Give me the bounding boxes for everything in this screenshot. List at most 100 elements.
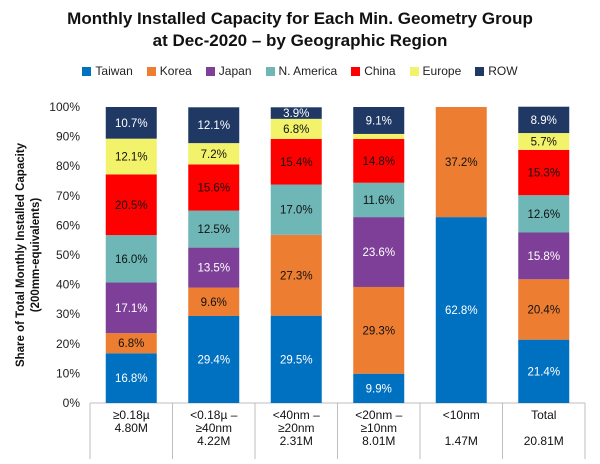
legend-label: Japan [218,64,252,78]
bar-segment-taiwan [518,339,570,403]
legend-swatch [265,66,275,76]
bar-segment-row [518,106,570,134]
bar-segment-china [105,174,157,236]
data-label: 15.4% [280,157,313,169]
legend-item-japan: Japan [205,64,252,78]
chart-legend: Taiwan Korea Japan N. America China Europe ROW [0,64,600,78]
legend-swatch [475,66,485,76]
bar-segment-n-america [270,184,322,235]
data-label: 29.3% [362,325,395,337]
category-total-label: 4.22M [197,434,230,448]
legend-swatch [351,66,361,76]
y-axis-title-line2: (200mm-equivalents) [30,198,42,313]
y-axis-title-line1: Share of Total Monthly Installed Capacit… [15,142,27,367]
bar-segment-row [270,107,322,119]
data-label: 23.6% [362,247,395,259]
data-label: 17.0% [280,205,313,217]
legend-label: Korea [159,64,192,78]
legend-item-korea: Korea [146,64,192,78]
legend-swatch [409,66,419,76]
chart-title-line1: Monthly Installed Capacity for Each Min.… [67,9,533,28]
bar-segment-china [518,149,570,196]
bar-segment-row [105,107,157,139]
legend-item-n-america: N. America [265,64,338,78]
data-label: 12.1% [197,120,230,132]
data-label: 12.5% [197,224,230,236]
y-tick-label: 100% [49,100,80,114]
legend-item-row: ROW [475,64,518,78]
category-label-line1: <40nm – [273,408,320,422]
y-tick-label: 30% [56,307,80,321]
data-label: 14.8% [362,156,395,168]
data-label: 20.5% [115,200,148,212]
data-label: 12.1% [115,152,148,164]
category-label-line2: ≥10nm [360,421,397,435]
bar-segment-japan [518,232,570,280]
legend-swatch [205,66,215,76]
data-label: 27.3% [280,270,313,282]
bar-segment-china [353,138,405,183]
data-label: 15.6% [197,183,230,195]
legend-item-china: China [351,64,396,78]
category-label-line1: <20nm – [355,408,402,422]
legend-label: N. America [278,64,338,78]
bar-segment-korea [435,107,487,218]
y-tick-label: 70% [56,189,80,203]
legend-swatch [146,66,156,76]
data-label: 13.5% [197,263,230,275]
bar-segment-row [353,107,405,134]
bar-segment-europe [518,133,570,150]
bar-segment-taiwan [105,353,157,403]
bar-segment-europe [353,133,405,139]
data-label: 9.6% [201,297,227,309]
data-label: 6.8% [118,338,144,350]
bar-segment-korea [270,234,322,316]
data-label: 15.3% [527,168,560,180]
category-label-line1: Total [531,408,556,422]
data-label: 9.9% [366,383,392,395]
y-tick-label: 20% [56,337,80,351]
bar-segment-n-america [188,210,240,248]
data-label: 16.8% [115,373,148,385]
bar-segment-taiwan [188,315,240,403]
legend-label: Europe [422,64,462,78]
category-label-line2: ≥40nm [195,421,232,435]
category-label-line2: ≥20nm [278,421,315,435]
legend-item-taiwan: Taiwan [82,64,133,78]
bar-segment-korea [188,287,240,316]
data-label: 37.2% [445,157,478,169]
bar-segment-japan [188,247,240,288]
y-tick-label: 50% [56,248,80,262]
legend-label: Taiwan [95,64,133,78]
bar-segment-taiwan [270,315,322,403]
bar-segment-row [188,107,240,144]
bar-segment-n-america [105,235,157,283]
data-label: 7.2% [201,149,227,161]
bar-segment-korea [105,333,157,354]
data-label: 8.9% [531,115,557,127]
data-label: 20.4% [527,304,560,316]
y-tick-label: 0% [63,396,81,410]
data-label: 16.0% [115,254,148,266]
chart-title: Monthly Installed Capacity for Each Min.… [0,8,600,52]
bar-segment-china [188,164,240,211]
legend-item-europe: Europe [409,64,462,78]
data-label: 62.8% [445,305,478,317]
category-total-label: 8.01M [362,434,395,448]
y-tick-label: 10% [56,366,80,380]
bar-segment-n-america [518,195,570,233]
bar-segment-taiwan [353,373,405,403]
bar-segment-japan [353,217,405,287]
category-total-label: 4.80M [115,421,148,435]
bar-segment-korea [518,279,570,340]
y-axis-title: Share of Total Monthly Installed Capacit… [15,142,42,367]
category-label-line1: ≥0.18µ [113,408,150,422]
data-label: 17.1% [115,303,148,315]
data-label: 3.9% [283,108,309,120]
data-label: 12.6% [527,209,560,221]
bar-segment-europe [105,138,157,175]
data-label: 21.4% [527,366,560,378]
category-total-label: 1.47M [445,434,478,448]
bar-segment-taiwan [435,217,487,403]
